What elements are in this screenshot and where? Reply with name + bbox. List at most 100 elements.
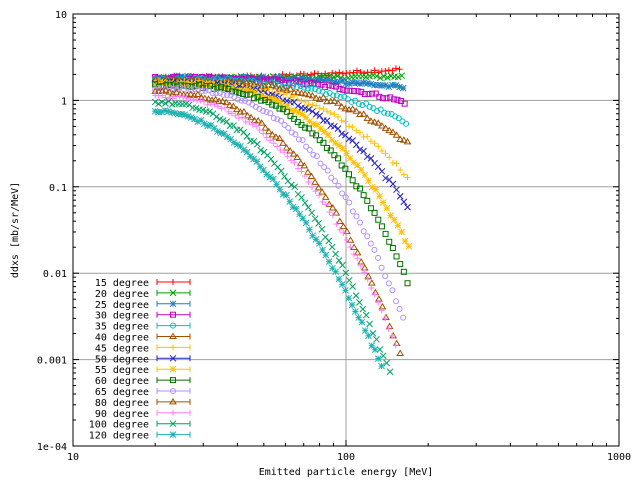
data-point [213, 113, 220, 121]
data-point [304, 168, 312, 175]
data-point [355, 100, 362, 107]
data-point [330, 92, 337, 99]
data-point [309, 184, 316, 191]
data-point [368, 342, 376, 350]
data-point [393, 298, 400, 305]
data-point [308, 209, 316, 217]
data-point [336, 226, 343, 233]
data-point [311, 178, 319, 185]
y-tick-label: 0.1 [49, 183, 67, 194]
data-point [299, 214, 307, 222]
data-point [372, 90, 379, 97]
data-point [363, 153, 371, 161]
data-point [384, 74, 391, 81]
data-point [369, 90, 376, 97]
data-point [299, 137, 306, 144]
data-point [267, 76, 274, 83]
data-point [239, 114, 246, 121]
data-point [396, 305, 403, 312]
data-point [236, 89, 243, 96]
data-point [340, 229, 347, 236]
data-point [378, 122, 386, 129]
data-point [339, 190, 346, 197]
data-point [240, 107, 248, 115]
data-point [325, 258, 333, 266]
data-point [310, 151, 317, 158]
data-point [361, 91, 368, 98]
data-point [399, 84, 407, 92]
data-point [274, 116, 281, 123]
data-point [295, 136, 302, 143]
data-point [357, 166, 365, 174]
data-point [354, 88, 361, 95]
legend-marker [169, 300, 177, 308]
data-point [287, 181, 295, 189]
data-point [388, 128, 397, 135]
data-point [263, 109, 270, 116]
data-point [399, 136, 408, 143]
data-point [331, 178, 338, 185]
data-point [373, 107, 380, 114]
data-point [356, 185, 363, 192]
data-point [400, 198, 408, 206]
data-point [331, 152, 338, 159]
data-point [165, 88, 174, 95]
data-point [317, 125, 325, 133]
data-point [260, 130, 267, 137]
data-point [338, 162, 345, 169]
data-point [403, 137, 412, 145]
data-point [229, 102, 238, 109]
data-point [357, 262, 364, 269]
data-point [334, 99, 342, 106]
data-point [306, 146, 313, 153]
data-point [342, 194, 349, 201]
data-point [283, 191, 290, 199]
data-point [371, 291, 378, 298]
data-point [397, 261, 404, 268]
data-point [339, 261, 346, 269]
legend-entry: 45 degree [95, 343, 191, 354]
data-point [318, 225, 326, 233]
data-point [316, 105, 323, 112]
legend-entry: 35 degree [95, 322, 191, 333]
data-point [371, 209, 378, 216]
data-point [383, 95, 390, 102]
data-point [183, 95, 190, 102]
data-point [268, 130, 277, 138]
data-point [282, 143, 291, 151]
legend-marker [170, 409, 176, 416]
data-point [353, 127, 360, 134]
data-point [396, 349, 405, 356]
data-point [274, 143, 281, 150]
data-point [281, 173, 288, 180]
data-point [291, 159, 298, 166]
data-point [394, 96, 401, 103]
data-point [400, 171, 407, 178]
data-point [338, 281, 346, 288]
data-point [331, 111, 338, 118]
data-point [379, 352, 387, 360]
y-tick-label: 0.01 [43, 269, 67, 280]
data-point [228, 88, 235, 95]
data-point [383, 204, 391, 212]
data-point [152, 92, 159, 99]
data-point [301, 105, 309, 112]
data-point [265, 86, 272, 93]
data-point [227, 92, 234, 99]
legend-marker [169, 397, 177, 405]
y-tick-label: 1 [61, 96, 67, 107]
data-point [378, 302, 387, 310]
data-point [187, 97, 194, 104]
data-point [361, 269, 368, 276]
data-point [204, 101, 211, 108]
data-point [324, 167, 331, 174]
data-point [338, 77, 346, 85]
data-point [352, 141, 360, 149]
data-point [400, 268, 407, 275]
data-point [304, 85, 311, 92]
data-point [343, 227, 351, 235]
legend-label: 80 degree [95, 398, 149, 409]
data-point [180, 94, 187, 101]
data-point [290, 82, 297, 89]
